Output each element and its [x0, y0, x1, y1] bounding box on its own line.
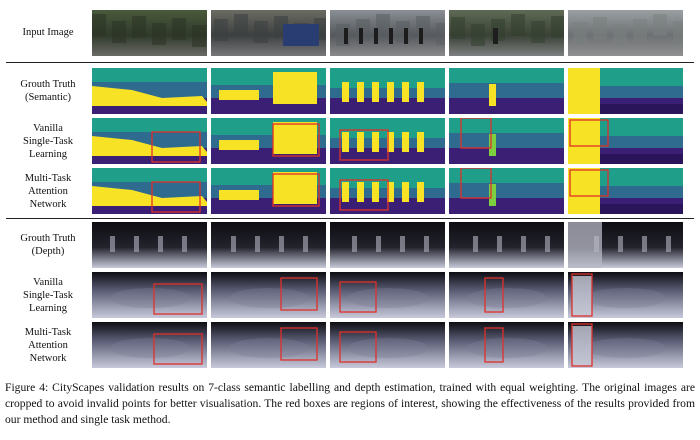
roi-box [151, 131, 201, 163]
mtan-semantic-image [449, 168, 564, 214]
row-label-line: Single-Task [22, 135, 73, 147]
row-label-line: Input Image [22, 26, 74, 38]
row-label-line: Learning [29, 302, 67, 314]
vanilla-depth-image [449, 272, 564, 318]
row-label-line: Single-Task [22, 289, 73, 301]
vanilla-depth-image [568, 272, 683, 318]
row-label-input: Input Image [8, 12, 88, 52]
vanilla-depth-image [211, 272, 326, 318]
roi-box [571, 323, 593, 367]
roi-box [280, 277, 318, 311]
row-label-line: Vanilla [33, 122, 63, 134]
figure-caption: Figure 4: CityScapes validation results … [5, 381, 695, 426]
gt-depth-image [449, 222, 564, 268]
row-label-line: Network [29, 352, 67, 364]
mtan-depth-image [449, 322, 564, 368]
gt-semantic-image [449, 68, 564, 114]
vanilla-depth-image [92, 272, 207, 318]
mtan-depth-image [330, 322, 445, 368]
row-label-mtan-semantic: Multi-Task Attention Network [8, 168, 88, 214]
gt-depth-image [568, 222, 683, 268]
vanilla-semantic-image [449, 118, 564, 164]
row-label-vanilla-semantic: Vanilla Single-Task Learning [8, 118, 88, 164]
mtan-semantic-image [568, 168, 683, 214]
mtan-semantic-image [330, 168, 445, 214]
vanilla-semantic-image [211, 118, 326, 164]
row-label-line: Network [29, 198, 67, 210]
mtan-semantic-image [92, 168, 207, 214]
row-label-line: Vanilla [33, 276, 63, 288]
roi-box [272, 173, 320, 207]
roi-box [569, 169, 609, 197]
mtan-depth-image [92, 322, 207, 368]
roi-box [272, 123, 320, 157]
separator-top [6, 62, 694, 63]
row-label-line: Grouth Truth [20, 233, 76, 244]
separator-middle [6, 218, 694, 219]
row-label-line: Learning [29, 148, 67, 160]
roi-box [339, 281, 377, 313]
row-label-line: Grouth Truth [20, 79, 76, 90]
gt-depth-image [211, 222, 326, 268]
gt-depth-image [330, 222, 445, 268]
mtan-depth-image [211, 322, 326, 368]
vanilla-depth-image [330, 272, 445, 318]
row-label-line: Attention [28, 339, 68, 351]
roi-box [151, 181, 201, 213]
gt-semantic-image [92, 68, 207, 114]
roi-box [571, 273, 593, 317]
roi-box [280, 327, 318, 361]
vanilla-semantic-image [92, 118, 207, 164]
roi-box [153, 283, 203, 315]
row-label-line: Multi-Task [24, 172, 72, 184]
mtan-depth-image [568, 322, 683, 368]
input-image [92, 10, 207, 56]
row-label-line: Attention [28, 185, 68, 197]
vanilla-semantic-image [568, 118, 683, 164]
row-label-line: (Semantic) [24, 92, 72, 103]
roi-box [569, 119, 609, 147]
roi-box [153, 333, 203, 365]
roi-box [339, 179, 389, 211]
roi-box [484, 277, 504, 313]
input-image [211, 10, 326, 56]
mtan-semantic-image [211, 168, 326, 214]
gt-semantic-image [330, 68, 445, 114]
input-image [568, 10, 683, 56]
input-image [330, 10, 445, 56]
roi-box [460, 168, 492, 199]
gt-semantic-image [568, 68, 683, 114]
gt-semantic-image [211, 68, 326, 114]
roi-box [339, 331, 377, 363]
row-label-gt-semantic: Grouth Truth (Semantic) [8, 68, 88, 114]
vanilla-semantic-image [330, 118, 445, 164]
row-label-mtan-depth: Multi-Task Attention Network [8, 322, 88, 368]
roi-box [339, 129, 389, 161]
gt-depth-image [92, 222, 207, 268]
roi-box [460, 118, 492, 149]
row-label-vanilla-depth: Vanilla Single-Task Learning [8, 272, 88, 318]
input-image [449, 10, 564, 56]
roi-box [484, 327, 504, 363]
row-label-gt-depth: Grouth Truth (Depth) [8, 222, 88, 268]
row-label-line: Multi-Task [24, 326, 72, 338]
row-label-line: (Depth) [31, 246, 65, 257]
